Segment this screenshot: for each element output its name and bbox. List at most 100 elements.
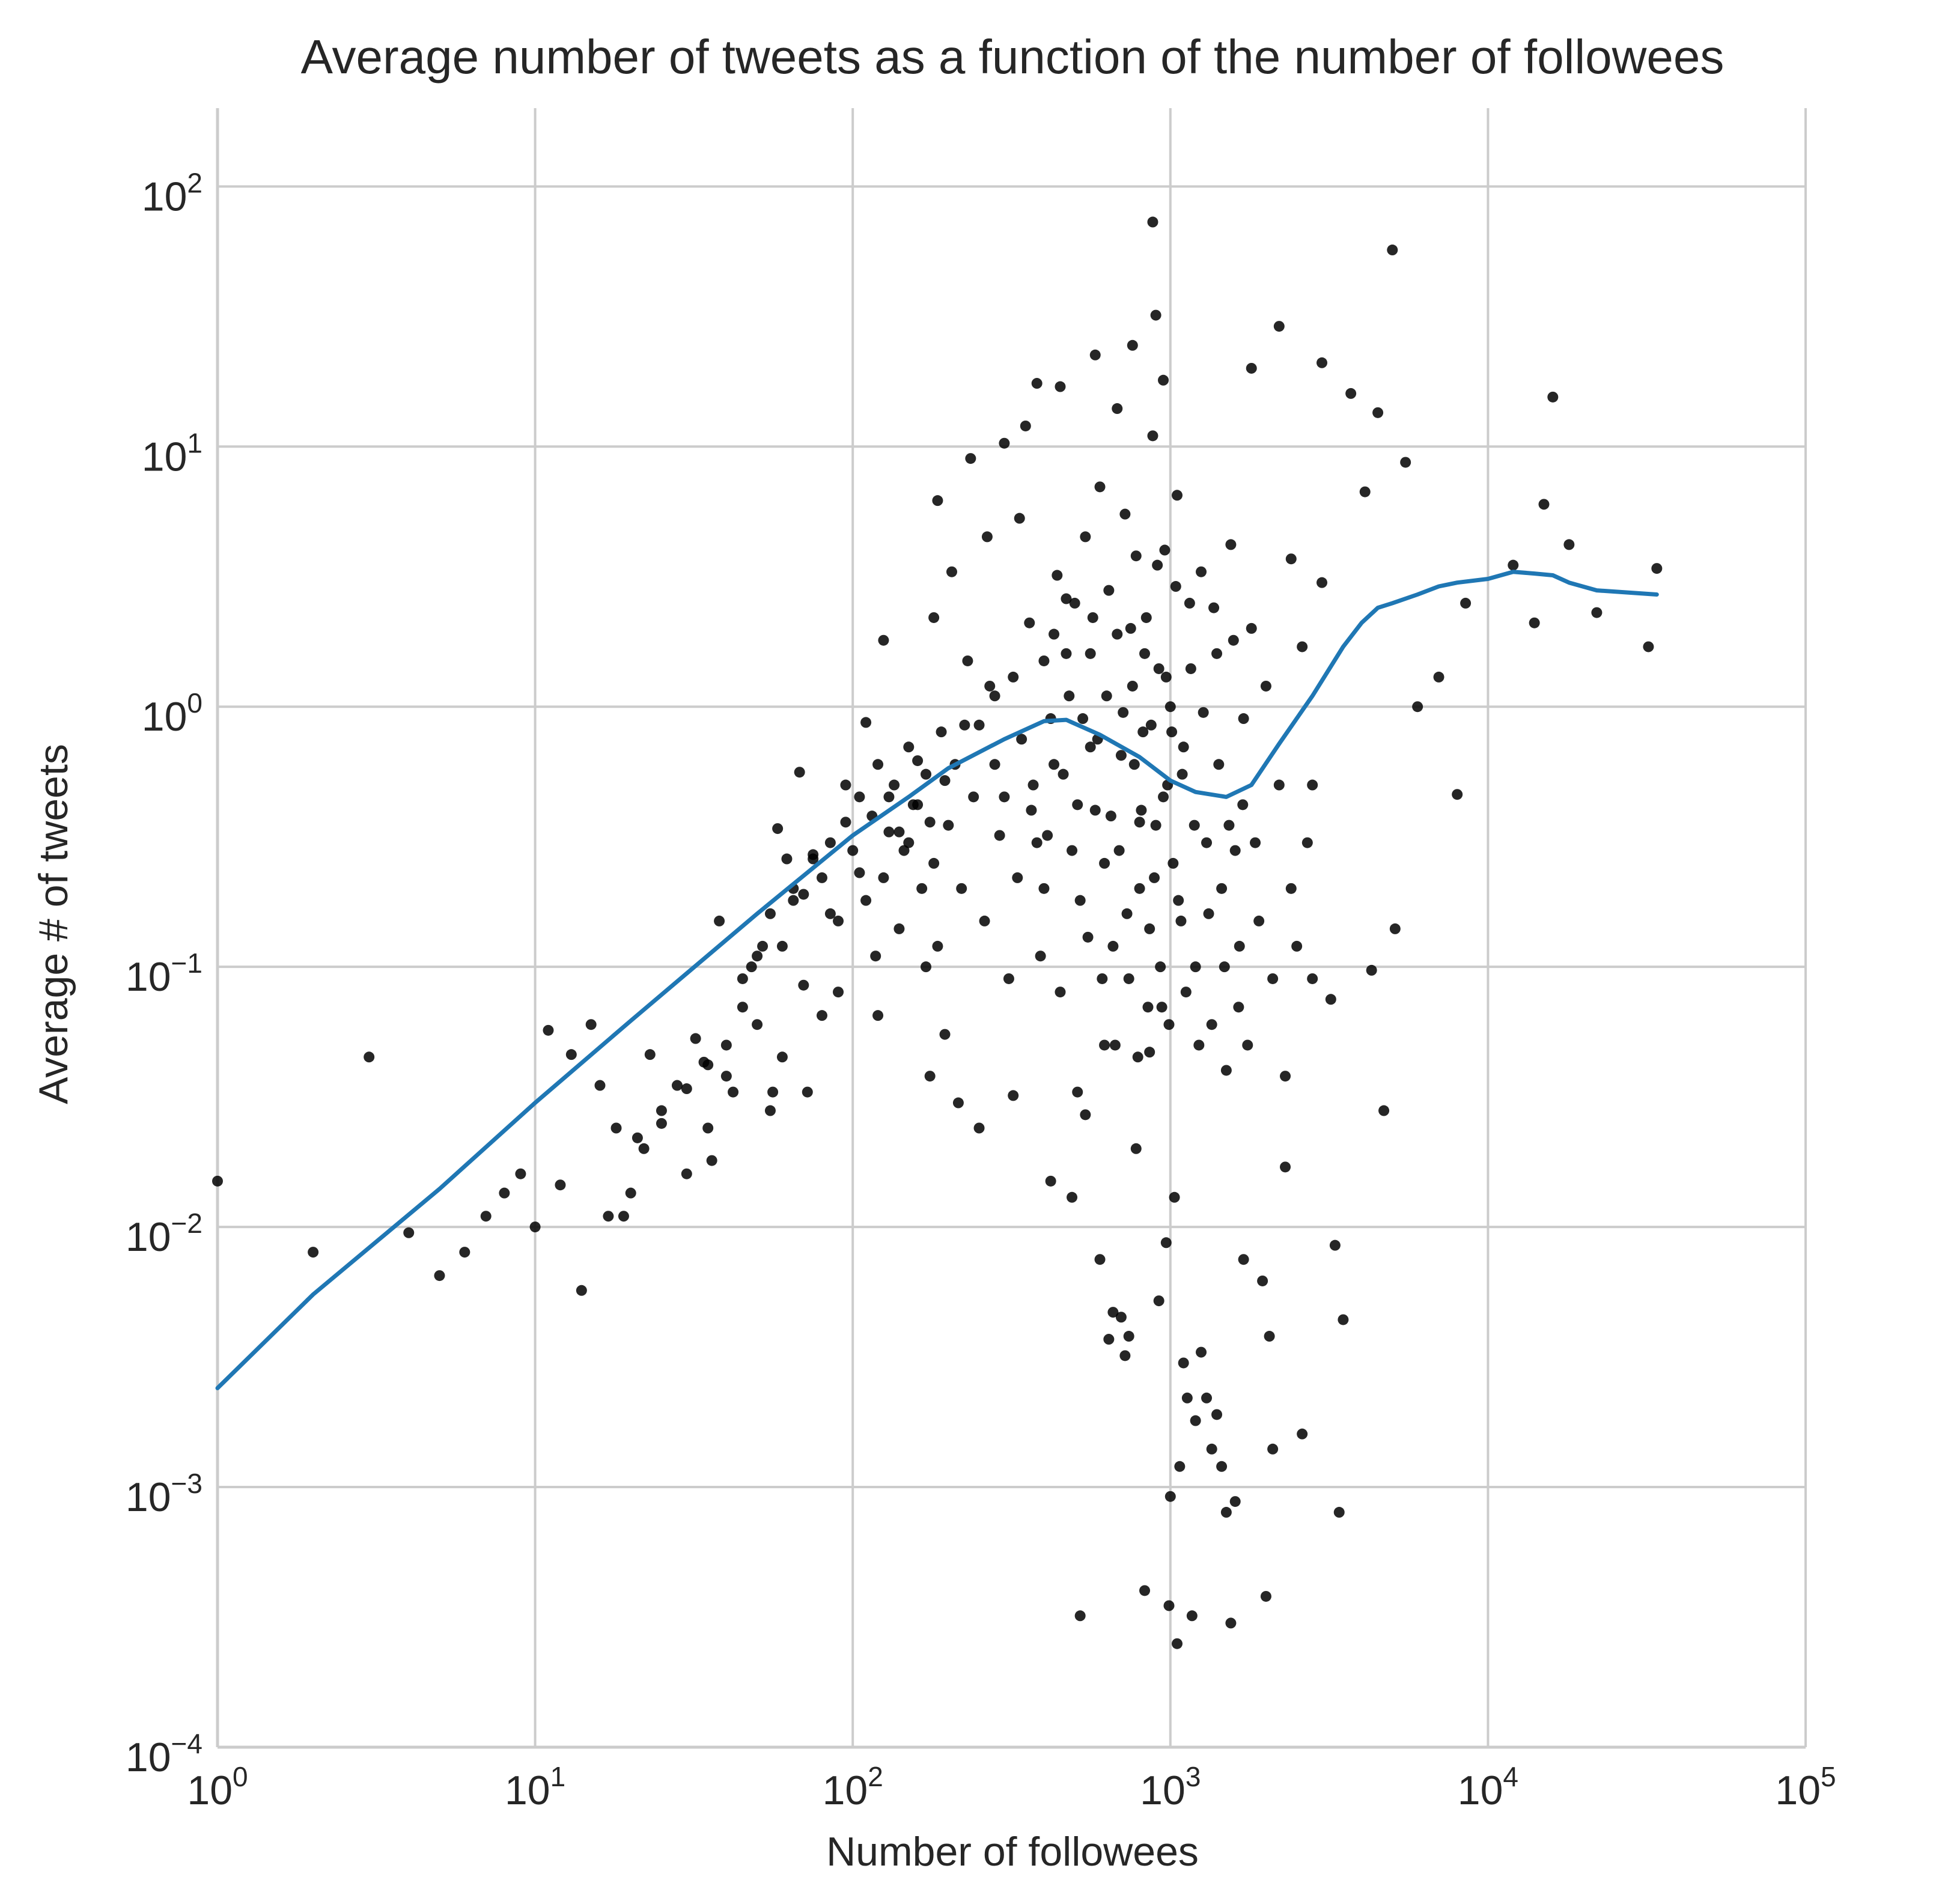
scatter-point [1643,641,1654,652]
scatter-point [714,915,725,926]
scatter-point [1178,1357,1189,1369]
y-tick-label: 100 [142,687,202,740]
scatter-point [1119,1350,1131,1361]
scatter-point [1107,940,1119,952]
scatter-point [1055,381,1066,392]
scatter-point [364,1051,375,1063]
scatter-point [1196,566,1207,577]
scatter-point [1140,612,1152,623]
scatter-point [989,759,1000,770]
scatter-point [1547,391,1559,403]
scatter-point [965,453,976,464]
scatter-point [1031,837,1043,848]
scatter-point [576,1285,587,1296]
scatter-point [1190,1415,1201,1426]
scatter-point [921,768,932,780]
scatter-point [1103,1334,1115,1345]
scatter-point [1152,559,1163,571]
scatter-point [1220,1507,1232,1518]
scatter-point [798,979,809,991]
scatter-point [1452,789,1463,800]
scatter-point [1387,245,1398,256]
scatter-point [1234,940,1245,952]
scatter-point [764,908,776,919]
scatter-point [1211,1409,1223,1420]
scatter-point [1238,713,1249,725]
scatter-point [1008,1090,1019,1101]
scatter-point [959,719,970,731]
scatter-point [1094,481,1106,493]
scatter-point [921,961,932,973]
scatter-point [1338,1314,1349,1325]
scatter-point [928,857,940,869]
scatter-point [939,775,951,786]
scatter-point [973,719,985,731]
scatter-point [1260,1590,1271,1602]
scatter-point [872,1010,884,1021]
scatter-point [1099,1039,1110,1051]
scatter-point [840,817,851,828]
scatter-point [1061,593,1072,604]
scatter-point [681,1083,692,1095]
scatter-point [1130,1143,1142,1154]
scatter-point [1112,403,1123,415]
scatter-point [1238,1254,1249,1265]
scatter-point [898,845,910,856]
scatter-point [936,726,947,738]
x-tick-label: 105 [1775,1761,1836,1813]
scatter-point [706,1155,717,1166]
scatter-point [847,845,859,856]
scatter-point [984,680,996,692]
scatter-point [788,895,799,906]
scatter-point [1177,768,1188,780]
scatter-point [1333,1507,1345,1518]
scatter-point [752,950,763,962]
scatter-point [1137,726,1149,738]
scatter-point [1166,726,1178,738]
scatter-point [1186,1610,1198,1622]
scatter-point [1233,1002,1244,1013]
scatter-point [1112,628,1123,640]
scatter-point [1115,750,1127,761]
scatter-point [1150,820,1161,831]
scatter-point [1201,1392,1213,1404]
scatter-point [1246,622,1257,634]
scatter-point [1074,895,1086,906]
scatter-point [1297,641,1308,652]
scatter-point [638,1143,650,1154]
scatter-point [1185,663,1196,674]
y-tick-label: 101 [142,427,202,479]
scatter-point [816,1010,827,1021]
scatter-point [878,872,889,883]
y-tick-label: 102 [142,167,202,219]
scatter-point [459,1247,470,1258]
scatter-point [824,908,836,919]
scatter-point [1142,1002,1154,1013]
scatter-point [644,1049,656,1060]
scatter-point [1132,1051,1143,1063]
scatter-point [1213,759,1225,770]
scatter-point [1433,671,1444,683]
scatter-point [1170,581,1181,592]
scatter-point [767,1086,779,1098]
scatter-point [1246,362,1257,374]
scatter-point [1064,690,1075,702]
scatter-point [943,820,954,831]
scatter-point [1113,845,1125,856]
scatter-point [1273,779,1285,791]
grid [216,108,1807,1748]
scatter-point [1228,634,1239,646]
scatter-point [1024,617,1035,628]
scatter-point [1225,539,1237,550]
scatter-point [860,717,872,728]
trend-line-group [215,570,1659,1390]
y-tick-label: 10−3 [126,1468,202,1520]
scatter-point [1119,508,1131,520]
scatter-point [1307,779,1318,791]
scatter-point [1160,1237,1172,1249]
scatter-point [1538,499,1550,510]
scatter-point [1216,1461,1228,1472]
scatter-point [1121,908,1133,919]
scatter-point [903,741,915,753]
